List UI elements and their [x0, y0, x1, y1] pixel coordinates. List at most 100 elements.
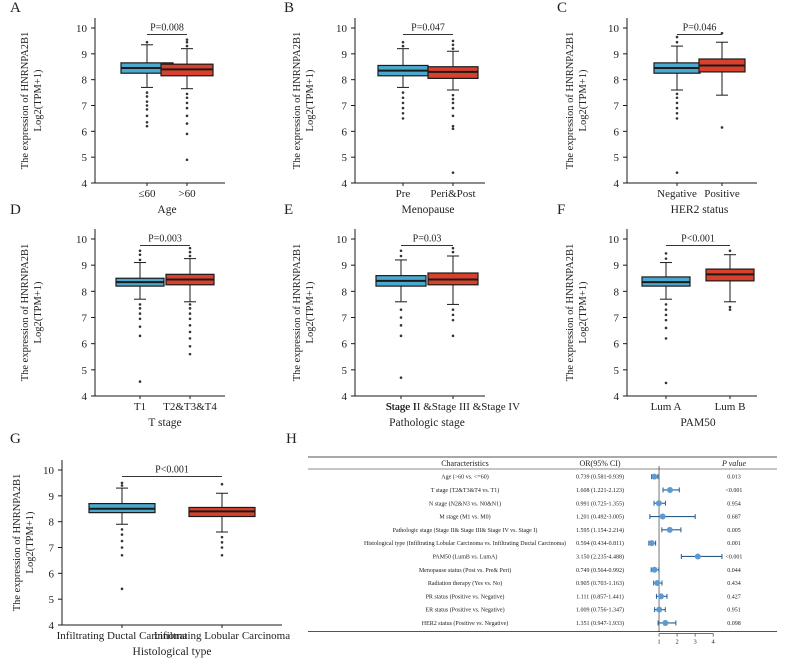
row-p-value: 0.427 [727, 594, 741, 600]
outlier-point [138, 258, 142, 262]
outlier-point [664, 326, 668, 330]
x-tick-label: T1 [134, 401, 146, 413]
y-tick-label: 6 [614, 339, 620, 351]
outlier-point [675, 117, 679, 120]
box-group: T2&T3&T4 [163, 246, 217, 413]
forest-x-tick-label: 1 [657, 639, 660, 646]
y-axis-title-unit: Log2(TPM+1) [305, 281, 316, 343]
outlier-point [401, 96, 405, 100]
panel-F: F 4 5 6 7 8 9 10 The expression of HNRNPA2B1 Log2… [557, 202, 757, 429]
y-tick-label: 6 [82, 126, 88, 138]
y-tick-label: 7 [342, 313, 348, 325]
outlier-point [138, 249, 142, 253]
x-tick-label: Peri&Post [430, 188, 475, 200]
box-group: Stage I [375, 249, 427, 413]
row-characteristic: Menopause status (Post vs. Pre& Peri) [419, 567, 511, 574]
outlier-point [675, 35, 679, 39]
forest-row: M stage (M1 vs. M0) 1.201 (0.492-3.005) 0.… [439, 513, 741, 521]
row-p-value: 0.044 [727, 568, 741, 574]
y-axis-title: The expression of HNRNPA2B1 [292, 32, 303, 170]
outlier-point [138, 325, 142, 328]
panel-C: C 4 5 6 7 8 9 10 The expression of HNRNPA2B1 Log2… [557, 0, 757, 216]
row-characteristic: N stage (N2&N3 vs. N0&N1) [429, 500, 501, 507]
outlier-point [451, 127, 455, 131]
row-or-ci: 0.749 (0.564-0.992) [576, 567, 624, 574]
y-tick-label: 10 [608, 234, 620, 246]
outlier-point [145, 40, 149, 44]
outlier-point [664, 308, 668, 311]
y-axis-title-unit: Log2(TPM+1) [33, 281, 44, 343]
x-tick-label: Lum B [715, 401, 746, 413]
y-tick-label: 6 [82, 339, 88, 351]
x-tick-label: Lum A [651, 401, 682, 413]
panel-letter: G [10, 431, 21, 447]
outlier-point [120, 484, 124, 487]
header-p-value: P value [721, 459, 747, 468]
outlier-point [120, 533, 124, 536]
outlier-point [401, 101, 405, 105]
y-tick-label: 9 [342, 260, 348, 272]
row-p-value: 0.954 [727, 501, 741, 507]
y-tick-label: 9 [49, 491, 55, 503]
outlier-point [120, 587, 124, 591]
y-tick-label: 4 [342, 391, 348, 403]
or-point [656, 606, 663, 613]
x-tick-label: Positive [704, 188, 740, 200]
outlier-point [399, 249, 403, 253]
row-or-ci: 1.201 (0.492-3.005) [576, 514, 624, 521]
or-point [655, 500, 662, 507]
row-or-ci: 0.739 (0.581-0.939) [576, 474, 624, 481]
y-tick-label: 4 [614, 391, 620, 403]
y-tick-label: 6 [342, 339, 348, 351]
panel-letter: F [557, 202, 565, 218]
outlier-point [399, 316, 403, 319]
outlier-point [451, 43, 455, 47]
forest-row: Age (>60 vs. <=60) 0.739 (0.581-0.939) 0.0… [441, 473, 741, 481]
outlier-point [185, 114, 189, 118]
x-tick-label: Infiltrating Lobular Carcinoma [154, 630, 290, 642]
y-tick-label: 7 [342, 101, 348, 113]
row-or-ci: 1.608 (1.221-2.123) [576, 487, 624, 494]
forest-row: ER status (Positive vs. Negative) 1.009 (… [425, 606, 741, 614]
y-tick-label: 6 [49, 568, 55, 580]
outlier-point [188, 330, 192, 334]
y-tick-label: 8 [342, 286, 348, 298]
header-characteristics: Characteristics [441, 459, 489, 468]
forest-x-tick-label: 3 [693, 639, 696, 646]
panel-letter: D [10, 202, 21, 218]
x-axis-title: Histological type [133, 646, 212, 658]
outlier-point [675, 96, 679, 100]
outlier-point [138, 334, 142, 338]
y-axis-title: The expression of HNRNPA2B1 [292, 244, 303, 382]
outlier-point [220, 553, 224, 557]
y-tick-label: 9 [82, 49, 88, 61]
outlier-point [451, 250, 455, 254]
box-group: Stage II &Stage III &Stage IV [386, 246, 520, 413]
outlier-point [401, 111, 405, 115]
panel-letter: H [286, 431, 297, 447]
outlier-point [145, 104, 149, 107]
y-tick-label: 7 [49, 543, 55, 555]
or-point [651, 473, 658, 480]
outlier-point [451, 171, 455, 174]
outlier-point [188, 337, 192, 340]
outlier-point [188, 307, 192, 310]
forest-row: T stage (T2&T3&T4 vs. T1) 1.608 (1.221-2.… [431, 486, 742, 494]
outlier-point [138, 307, 142, 310]
outlier-point [401, 44, 405, 48]
x-tick-label: Stage I [386, 401, 417, 413]
p-value-label: P<0.001 [681, 234, 715, 245]
outlier-point [120, 539, 124, 543]
row-p-value: 0.013 [727, 475, 741, 481]
y-tick-label: 4 [614, 178, 620, 190]
outlier-point [138, 317, 142, 321]
outlier-point [451, 39, 455, 43]
row-characteristic: Histological type (Infiltrating Lobular … [364, 540, 566, 547]
outlier-point [401, 106, 405, 110]
outlier-point [664, 303, 668, 306]
or-point [658, 593, 665, 600]
outlier-point [664, 337, 668, 340]
outlier-point [220, 535, 224, 539]
y-axis-title: The expression of HNRNPA2B1 [20, 32, 31, 170]
